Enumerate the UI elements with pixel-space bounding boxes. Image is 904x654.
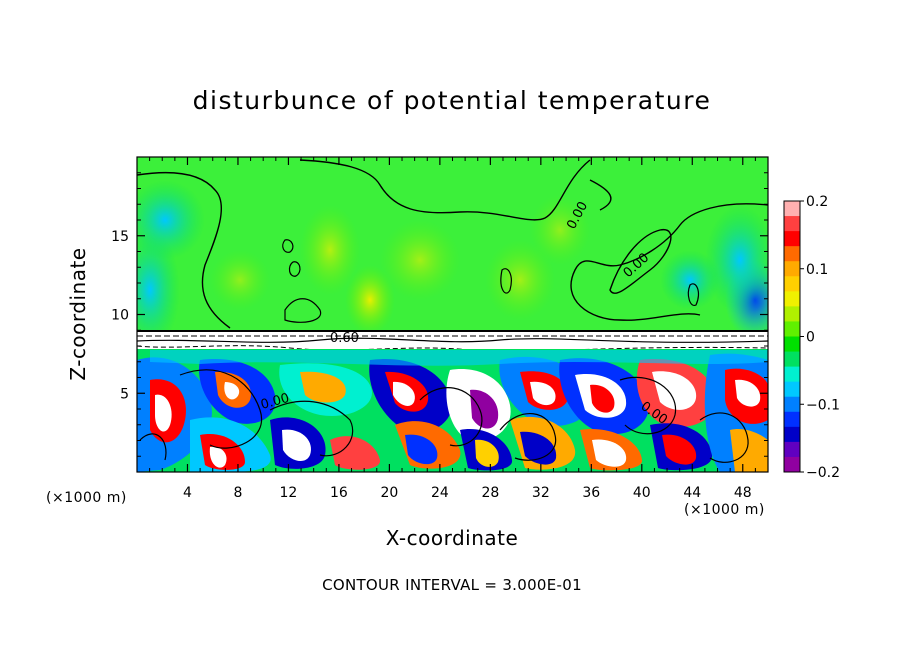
x-tick-label: 20 [380, 485, 398, 501]
colorbar-segment [784, 201, 800, 217]
colorbar-segment [784, 456, 800, 473]
colorbar-segment [784, 291, 800, 307]
colorbar-tick-label: 0.1 [806, 262, 828, 278]
colorbar-segment [784, 276, 800, 292]
x-tick-label: 44 [683, 485, 701, 501]
colorbar-segment [784, 441, 800, 458]
colorbar-segment [784, 381, 800, 398]
colorbar-segment [784, 366, 800, 383]
colorbar-tick-label: −0.1 [806, 397, 840, 413]
chart-title: disturbunce of potential temperature [192, 86, 712, 115]
colorbar-segment [784, 246, 800, 262]
colorbar-segment [784, 321, 800, 337]
contour-interval-text: CONTOUR INTERVAL = 3.000E-01 [322, 576, 582, 594]
contour-label-c: 0.00 [259, 391, 291, 413]
colorbar-segment [784, 336, 800, 353]
x-tick-label: 16 [330, 485, 348, 501]
y-tick-label: 10 [111, 308, 129, 324]
colorbar-segment [784, 216, 800, 232]
x-unit-label-right: (×1000 m) [684, 502, 765, 518]
x-tick-label: 24 [431, 485, 449, 501]
x-unit-label-left: (×1000 m) [46, 490, 127, 506]
x-tick-label: 40 [633, 485, 651, 501]
colorbar-tick-label: 0.2 [806, 194, 828, 210]
x-tick-label: 8 [233, 485, 242, 501]
colorbar-tick-label: 0 [806, 330, 815, 346]
x-tick-label: 4 [183, 485, 192, 501]
colorbar-segment [784, 426, 800, 443]
y-tick-label: 15 [111, 229, 129, 245]
y-tick-label: 5 [120, 386, 129, 402]
colorbar-segment [784, 261, 800, 277]
contour-label-e: 0.60 [330, 331, 359, 346]
x-tick-label: 48 [734, 485, 752, 501]
colorbar-segment [784, 396, 800, 413]
x-tick-label: 12 [280, 485, 298, 501]
colorbar-segment [784, 306, 800, 322]
x-tick-label: 28 [481, 485, 499, 501]
y-axis-label: Z-coordinate [66, 247, 90, 381]
colorbar-tick-label: −0.2 [806, 465, 840, 481]
colorbar-segment [784, 231, 800, 247]
x-tick-label: 36 [582, 485, 600, 501]
colorbar: 0.2 0.1 0 −0.1 −0.2 [783, 194, 840, 481]
x-tick-label: 32 [532, 485, 550, 501]
x-axis-label: X-coordinate [385, 526, 519, 550]
colorbar-segment [784, 411, 800, 428]
plot-field [137, 157, 768, 472]
colorbar-segment [784, 351, 800, 368]
